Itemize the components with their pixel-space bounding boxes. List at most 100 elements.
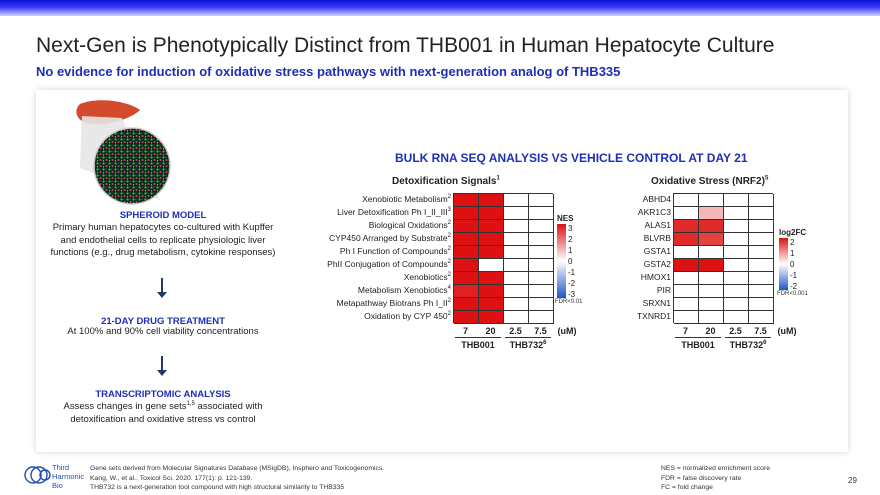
detox-cell: [454, 207, 479, 220]
ox-row-label-text: AKR1C3: [637, 207, 671, 217]
page-number: 29: [848, 476, 857, 485]
ox-cell: [699, 311, 724, 324]
ox-row-label: PIR: [657, 285, 671, 295]
detox-row-label-text: Metapathway Biotrans Ph I_II: [336, 298, 448, 308]
detox-cell: [529, 220, 554, 233]
detox-cell: [504, 259, 529, 272]
down-arrow-icon: [157, 278, 167, 298]
ox-row-label: GSTA1: [644, 246, 671, 256]
ox-unit-label: (uM): [777, 326, 797, 336]
ox-row-label: TXNRD1: [637, 311, 671, 321]
detox-unit-label: (uM): [557, 326, 577, 336]
logo-line-3: Bio: [52, 481, 63, 490]
ox-group-label: THB7326: [725, 337, 771, 350]
ox-group-sup: 6: [763, 340, 767, 346]
detox-cell: [529, 233, 554, 246]
ox-cell: [699, 220, 724, 233]
oxidative-title-sup: 5: [764, 175, 769, 182]
detox-legend-tick: 2: [568, 235, 573, 244]
detox-cell: [504, 233, 529, 246]
ox-row-label: HMOX1: [641, 272, 671, 282]
detox-cell: [529, 298, 554, 311]
detox-title-text: Detoxification Signals: [392, 176, 497, 187]
detox-row-label-text: Ph I Function of Compounds: [339, 246, 448, 256]
detox-row-label-sup: 3: [447, 207, 451, 214]
detox-col-tick: 7.5: [534, 326, 547, 336]
detox-cell: [454, 259, 479, 272]
ox-cell: [674, 285, 699, 298]
detox-cell: [479, 259, 504, 272]
transcriptomic-text: Assess changes in gene sets1,5 associate…: [48, 401, 278, 426]
detox-cell: [529, 311, 554, 324]
detox-row-label: Metapathway Biotrans Ph I_II2: [337, 298, 451, 308]
footnotes: Gene sets derived from Molecular Signatu…: [90, 464, 384, 493]
ox-cell: [724, 272, 749, 285]
ox-legend-colorbar: [779, 238, 788, 290]
ox-cell: [724, 194, 749, 207]
detox-cell: [504, 194, 529, 207]
detox-cell: [454, 311, 479, 324]
top-gradient-bar: [0, 0, 880, 16]
ox-cell: [674, 207, 699, 220]
detox-row-label-sup: 2: [447, 298, 451, 305]
transcriptomic-text-2: associated with detoxification and oxida…: [70, 401, 263, 425]
ox-cell: [749, 233, 774, 246]
ox-cell: [724, 298, 749, 311]
detox-cell: [479, 207, 504, 220]
detox-cell: [504, 246, 529, 259]
detox-row-label-sup: 2: [447, 194, 451, 201]
abbrev-nes: NES = normalized enrichment score: [661, 465, 770, 472]
ox-row-label-text: BLVRB: [643, 233, 671, 243]
detox-row-label-text: CYP450 Arranged by Substrate: [329, 233, 448, 243]
ox-row-label: BLVRB: [644, 233, 671, 243]
third-harmonic-logo-icon: [24, 466, 51, 484]
ox-cell: [699, 233, 724, 246]
ox-cell: [699, 246, 724, 259]
ox-legend-tick: -1: [790, 271, 798, 280]
ox-cell: [749, 272, 774, 285]
ox-legend-fdr: FDR<0.001: [777, 291, 808, 297]
detox-cell: [479, 194, 504, 207]
detox-title: Detoxification Signals1: [392, 176, 500, 187]
ox-row-label: ABHD4: [643, 194, 671, 204]
page-title: Next-Gen is Phenotypically Distinct from…: [36, 34, 775, 57]
ox-cell: [674, 272, 699, 285]
detox-cell: [479, 311, 504, 324]
spheroid-heading: SPHEROID MODEL: [119, 210, 207, 221]
detox-cell: [454, 233, 479, 246]
spheroid-text: Primary human hepatocytes co-cultured wi…: [50, 222, 276, 258]
logo-text: Third Harmonic Bio: [52, 463, 84, 490]
detox-cell: [529, 246, 554, 259]
detox-cell: [504, 220, 529, 233]
rna-seq-title: BULK RNA SEQ ANALYSIS VS VEHICLE CONTROL…: [395, 151, 748, 165]
detox-row-label: Biological Oxidations2: [369, 220, 451, 230]
detox-row-label: Metabolism Xenobiotics4: [358, 285, 451, 295]
detox-legend-fdr: FDR<0.01: [555, 299, 583, 305]
ox-cell: [674, 233, 699, 246]
liver-spheroid-illustration: [76, 100, 171, 205]
ox-cell: [749, 246, 774, 259]
transcriptomic-text-1: Assess changes in gene sets: [63, 401, 187, 412]
detox-cell: [454, 298, 479, 311]
detox-row-label-text: PhII Conjugation of Compounds: [327, 259, 448, 269]
detox-group-sup: 6: [543, 340, 547, 346]
ox-cell: [749, 207, 774, 220]
detox-cell: [504, 272, 529, 285]
ox-cell: [749, 311, 774, 324]
ox-row-label-text: SRXN1: [642, 298, 671, 308]
ox-cell: [724, 220, 749, 233]
detox-row-label-sup: 2: [447, 272, 451, 279]
ox-col-tick: 20: [705, 326, 716, 336]
detox-row-label: Xenobiotics2: [404, 272, 451, 282]
detox-cell: [529, 259, 554, 272]
ox-row-label: GSTA2: [644, 259, 671, 269]
logo-line-2: Harmonic: [52, 472, 85, 481]
treatment-heading: 21-DAY DRUG TREATMENT: [101, 316, 225, 327]
detox-row-label-sup: 2: [447, 220, 451, 227]
ox-cell: [724, 311, 749, 324]
ox-col-tick: 2.5: [729, 326, 742, 336]
detox-row-label: Liver Detoxification Ph I_II_III3: [337, 207, 451, 217]
ox-cell: [724, 246, 749, 259]
oxidative-title: Oxidative Stress (NRF2)5: [651, 176, 768, 187]
ox-cell: [699, 194, 724, 207]
